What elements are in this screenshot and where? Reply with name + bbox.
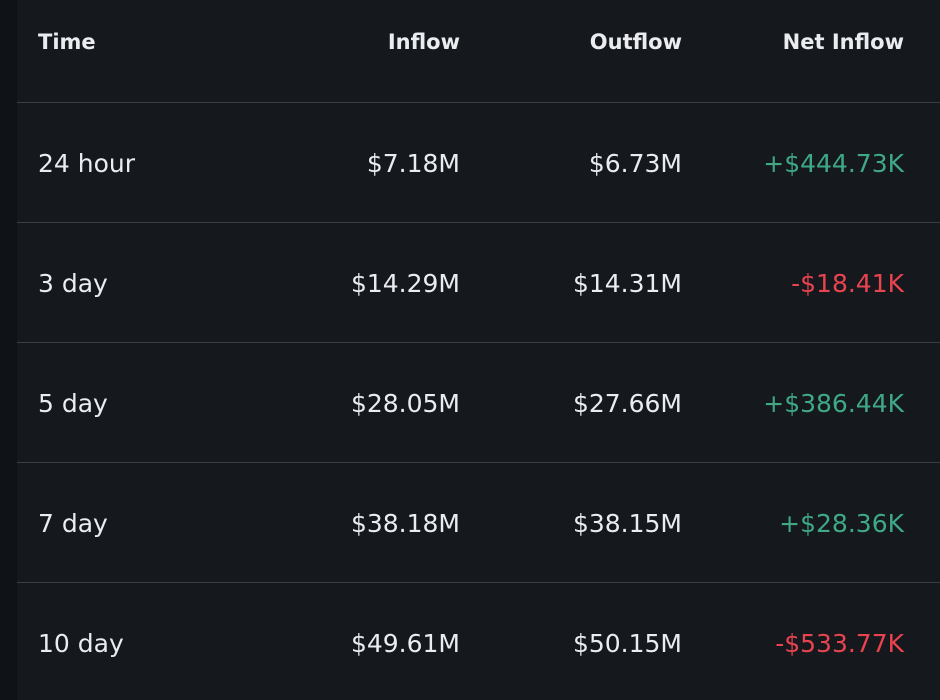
header-divider: [17, 102, 940, 103]
table-header: Time Inflow Outflow Net Inflow: [17, 0, 940, 102]
row-time: 10 day: [38, 628, 124, 658]
table-row: 24 hour $7.18M $6.73M +$444.73K: [17, 103, 940, 223]
row-net-inflow: +$444.73K: [763, 148, 904, 178]
row-inflow: $38.18M: [350, 508, 460, 538]
row-time: 24 hour: [38, 148, 136, 178]
row-net-inflow: +$28.36K: [779, 508, 904, 538]
row-net-inflow: -$533.77K: [775, 628, 904, 658]
row-divider: [17, 582, 940, 583]
row-time: 5 day: [38, 388, 108, 418]
row-net-inflow: +$386.44K: [763, 388, 904, 418]
row-inflow: $49.61M: [350, 628, 460, 658]
row-outflow: $27.66M: [572, 388, 682, 418]
column-header-outflow[interactable]: Outflow: [589, 30, 682, 54]
column-header-net-inflow[interactable]: Net Inflow: [782, 30, 904, 54]
row-net-inflow: -$18.41K: [791, 268, 904, 298]
row-time: 7 day: [38, 508, 108, 538]
row-time: 3 day: [38, 268, 108, 298]
row-inflow: $28.05M: [350, 388, 460, 418]
table-row: 5 day $28.05M $27.66M +$386.44K: [17, 343, 940, 463]
row-outflow: $38.15M: [572, 508, 682, 538]
row-divider: [17, 462, 940, 463]
column-header-inflow[interactable]: Inflow: [387, 30, 460, 54]
row-outflow: $14.31M: [572, 268, 682, 298]
row-divider: [17, 342, 940, 343]
column-header-time[interactable]: Time: [38, 30, 96, 54]
table-row: 3 day $14.29M $14.31M -$18.41K: [17, 223, 940, 343]
row-inflow: $7.18M: [366, 148, 460, 178]
row-outflow: $50.15M: [572, 628, 682, 658]
table-row: 7 day $38.18M $38.15M +$28.36K: [17, 463, 940, 583]
row-outflow: $6.73M: [588, 148, 682, 178]
row-divider: [17, 222, 940, 223]
table-row: 10 day $49.61M $50.15M -$533.77K: [17, 583, 940, 700]
row-inflow: $14.29M: [350, 268, 460, 298]
flow-table-panel: [17, 0, 940, 700]
